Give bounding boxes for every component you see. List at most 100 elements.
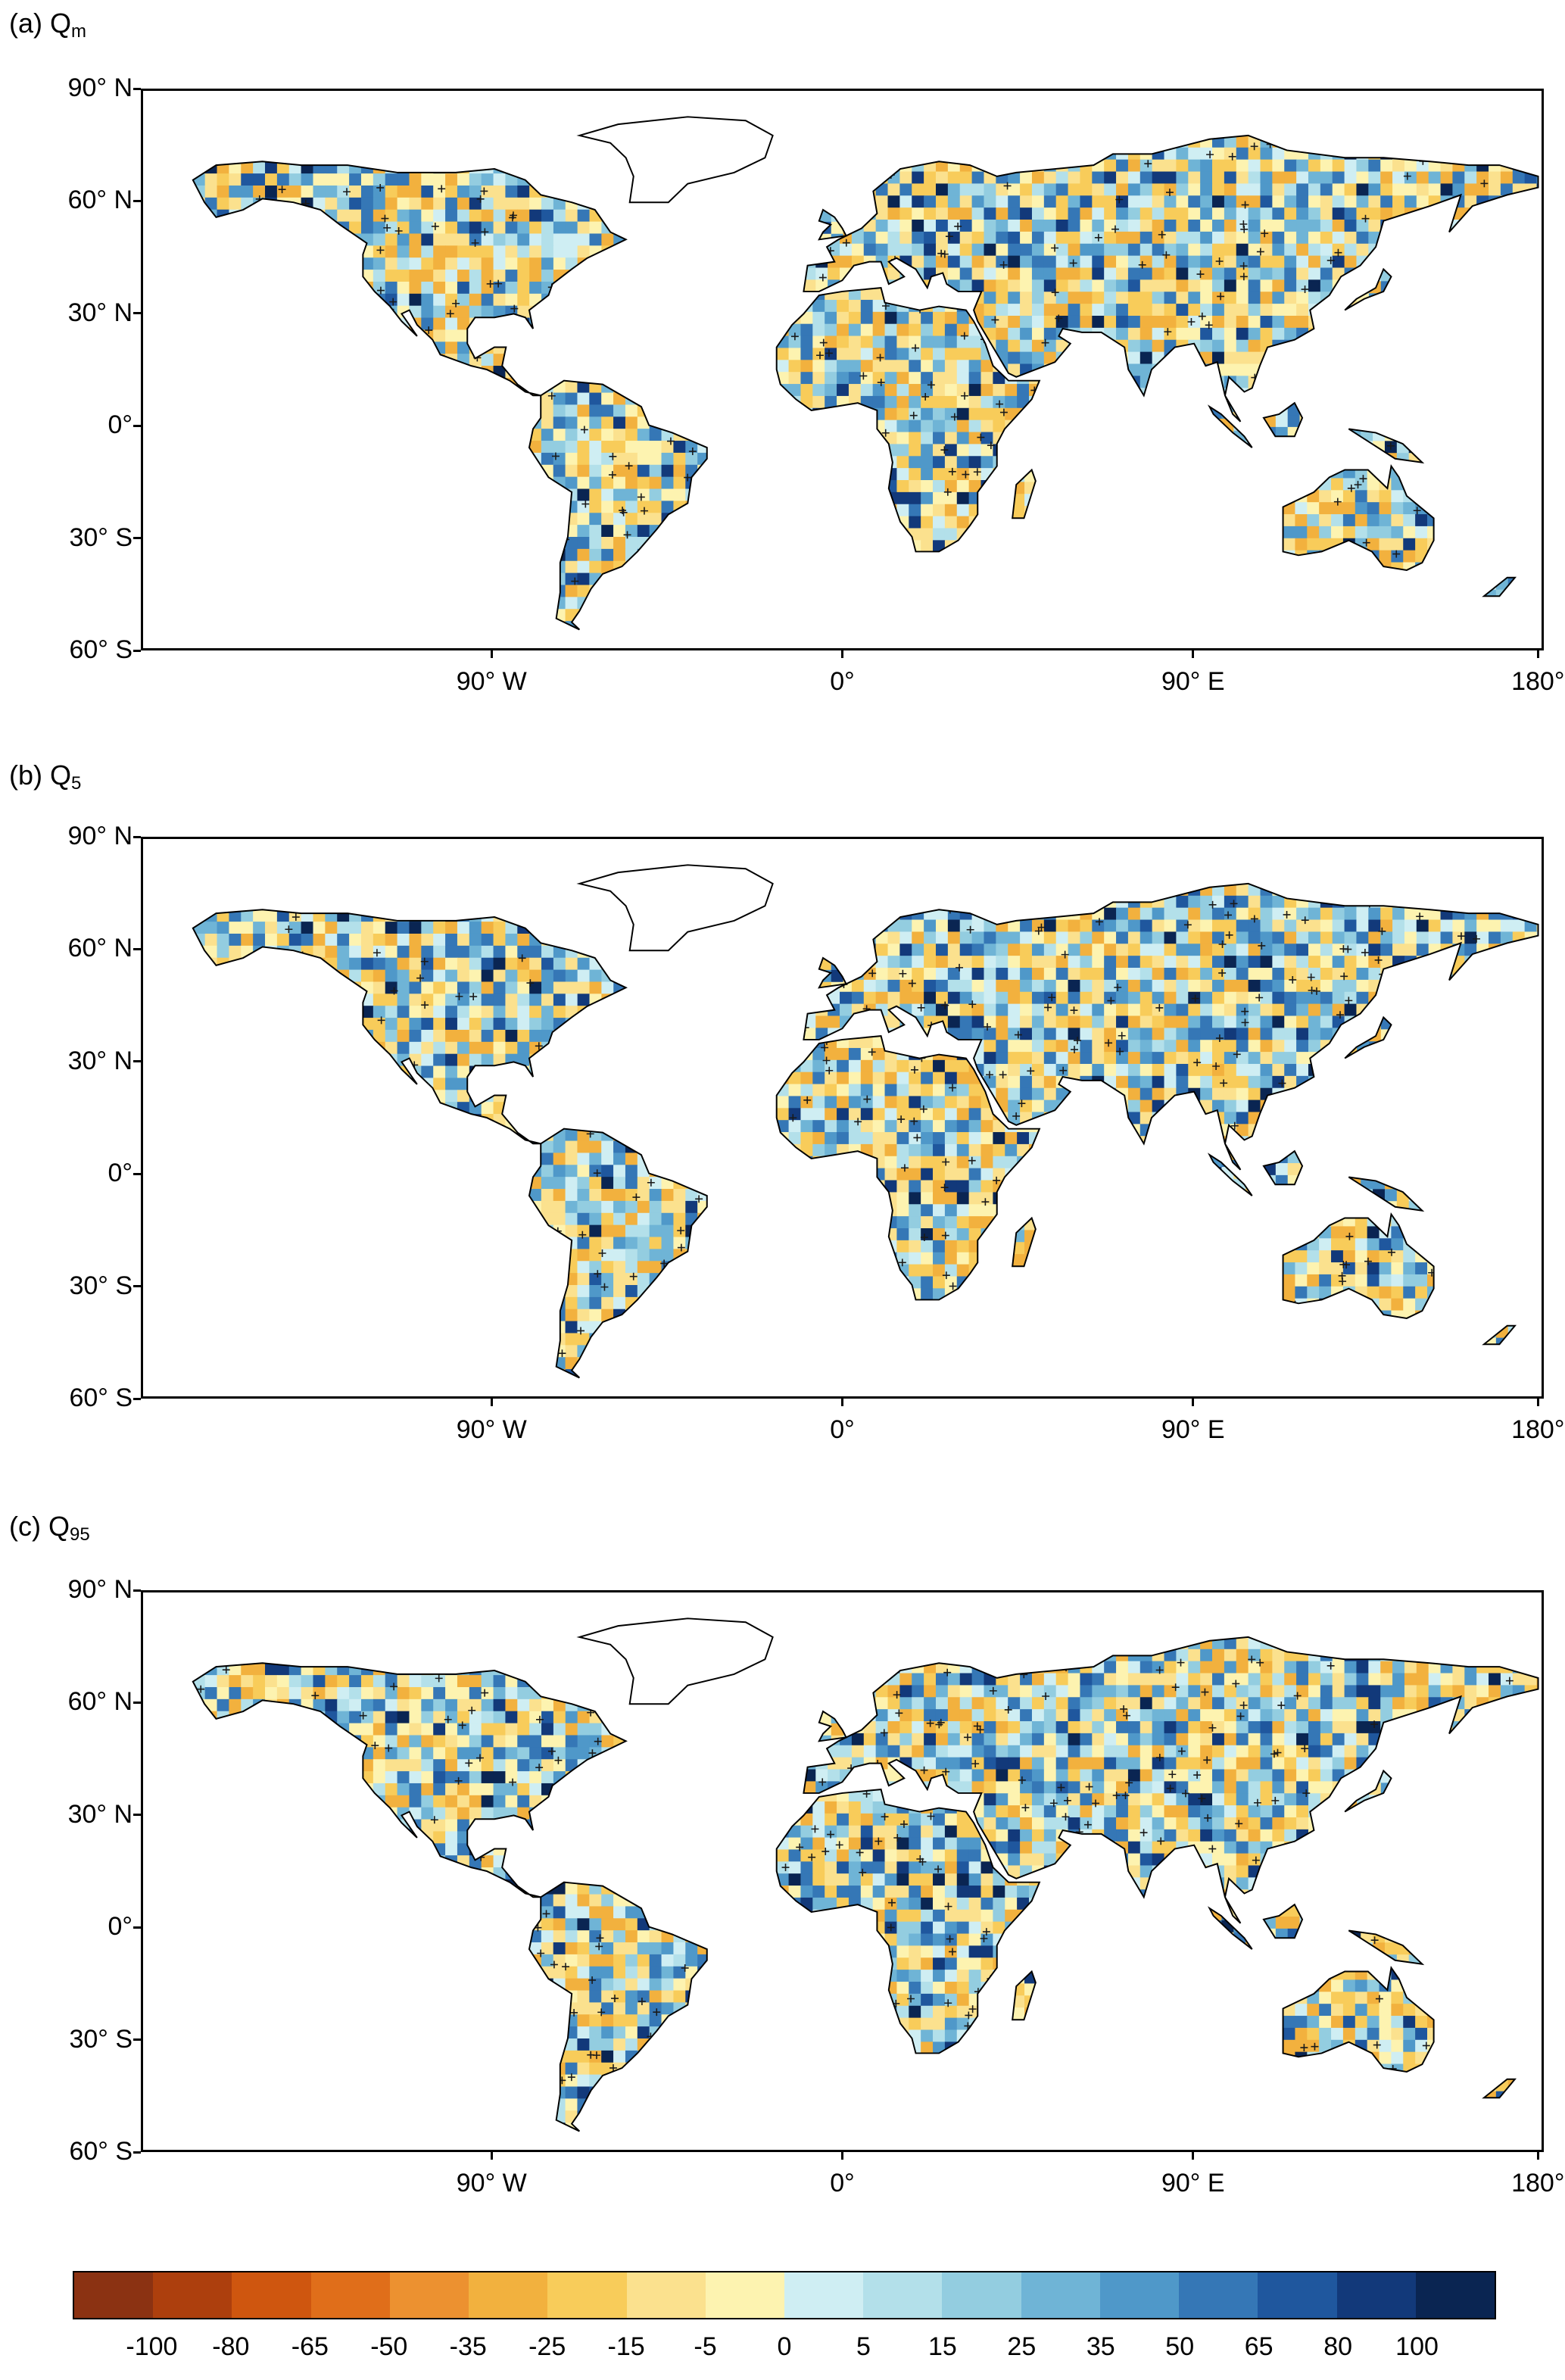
colorbar-label: -25	[528, 2332, 566, 2361]
coastline	[528, 1128, 708, 1379]
colorbar-segment	[705, 2272, 784, 2318]
lat-tick	[133, 947, 141, 950]
coastline	[1012, 1216, 1037, 1268]
colorbar-segment	[1336, 2272, 1416, 2318]
panel-title-subscript: 5	[71, 773, 82, 794]
lat-tick-label: 60° N	[67, 186, 132, 215]
lon-tick-label: 0°	[830, 1415, 855, 1444]
coastline	[1012, 1970, 1037, 2021]
coastline	[1262, 401, 1304, 438]
lat-tick	[133, 1926, 141, 1929]
map-svg	[192, 1617, 1539, 2132]
landmass-greenland	[579, 117, 773, 203]
lat-tick	[133, 537, 141, 540]
colorbar-segment	[310, 2272, 390, 2318]
coastline	[1282, 1212, 1435, 1319]
landmass-greenland	[579, 1618, 773, 1705]
lon-tick	[841, 2152, 843, 2160]
lat-tick	[133, 1397, 141, 1400]
world-map	[141, 1590, 1544, 2152]
coastline	[1262, 1903, 1304, 1939]
map-svg	[192, 864, 1539, 1379]
colorbar-label: 15	[927, 2332, 957, 2361]
lat-tick-label: 30° N	[67, 1046, 132, 1075]
colorbar-label: 80	[1323, 2332, 1353, 2361]
landmass-japan	[1345, 1017, 1392, 1059]
landmass-madagascar	[1012, 1218, 1036, 1267]
coastline	[192, 909, 628, 1145]
colorbar-label: 35	[1086, 2332, 1115, 2361]
lat-tick	[133, 87, 141, 90]
colorbar-label: 0	[777, 2332, 792, 2361]
coastline	[803, 134, 1539, 423]
lon-tick	[1536, 1399, 1539, 1406]
lat-tick-label: 30° S	[69, 1271, 132, 1300]
colorbar-segment	[1415, 2272, 1495, 2318]
lon-tick-label: 90° W	[456, 2169, 527, 2198]
colorbar-segment	[942, 2272, 1021, 2318]
landmass-australia	[1283, 1967, 1434, 2072]
coastline	[1282, 1965, 1435, 2073]
lat-tick-label: 60° S	[69, 2137, 132, 2166]
lat-tick	[133, 424, 141, 427]
lat-tick	[133, 2038, 141, 2042]
coastline	[1344, 1769, 1392, 1813]
colorbar-segment	[1258, 2272, 1337, 2318]
landmass-japan	[1345, 1770, 1392, 1812]
landmass-australia	[1283, 1214, 1434, 1318]
panel-title-text: (c) Q	[9, 1511, 70, 1542]
lon-tick-label: 90° W	[456, 667, 527, 696]
lat-tick	[133, 2151, 141, 2154]
coastline	[818, 956, 848, 989]
lon-tick	[1536, 2152, 1539, 2160]
lat-tick	[133, 1701, 141, 1704]
lat-tick	[133, 1814, 141, 1817]
panel-title: (c) Q95	[9, 1511, 90, 1546]
coastline	[528, 379, 708, 631]
lat-tick-label: 60° S	[69, 1383, 132, 1412]
landmass-south-america	[528, 1128, 707, 1378]
landmass-australia	[1283, 466, 1434, 570]
landmass-north-america	[192, 1663, 626, 1898]
lon-tick-label: 90° W	[456, 1415, 527, 1444]
colorbar-label: -100	[126, 2332, 178, 2361]
panel-title: (b) Q5	[9, 760, 81, 794]
coastline	[1207, 404, 1253, 448]
coastline	[1207, 1153, 1253, 1196]
colorbar-segment	[1099, 2272, 1180, 2318]
world-map	[141, 89, 1544, 650]
lon-tick-label: 180°	[1511, 667, 1565, 696]
lon-tick-label: 90° E	[1161, 667, 1225, 696]
lon-tick-label: 0°	[830, 2169, 855, 2198]
coastline	[1482, 576, 1517, 597]
lat-tick-label: 30° N	[67, 1799, 132, 1829]
coastline	[818, 208, 848, 241]
coastline	[803, 882, 1539, 1171]
colorbar	[73, 2271, 1496, 2319]
lon-tick	[1536, 650, 1539, 658]
colorbar-segment	[863, 2272, 943, 2318]
colorbar-segment	[74, 2272, 154, 2318]
colorbar-label: -80	[212, 2332, 250, 2361]
coastline	[1344, 267, 1392, 311]
coastline	[1348, 428, 1425, 464]
lon-tick	[490, 650, 493, 658]
landmass-greenland	[579, 865, 773, 951]
lat-tick-label: 0°	[108, 1159, 132, 1188]
colorbar-label: 5	[856, 2332, 871, 2361]
coastline	[192, 161, 628, 397]
coastline	[1282, 463, 1435, 571]
colorbar-segment	[232, 2272, 311, 2318]
coastline	[775, 1789, 1041, 2054]
lat-tick-label: 30° N	[67, 298, 132, 327]
landmass-north-america	[192, 161, 626, 396]
coastline	[1482, 2078, 1517, 2099]
coastline	[775, 287, 1041, 553]
panel-title: (a) Qm	[9, 8, 86, 42]
lat-tick	[133, 649, 141, 652]
coastline	[528, 1881, 708, 2132]
lon-tick	[490, 1399, 493, 1406]
map-svg	[192, 116, 1539, 631]
lon-tick-label: 90° E	[1161, 2169, 1225, 2198]
landmass-madagascar	[1012, 1971, 1036, 2020]
